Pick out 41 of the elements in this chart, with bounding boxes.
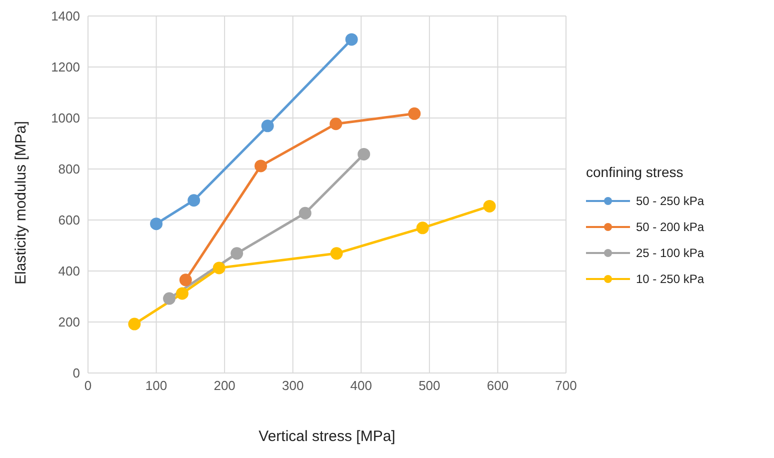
y-tick-label: 1000 xyxy=(51,110,80,126)
x-tick-label: 600 xyxy=(486,378,509,394)
legend-title: confining stress xyxy=(586,164,684,180)
point xyxy=(298,206,312,220)
x-tick-label: 500 xyxy=(418,378,440,394)
y-tick-label: 0 xyxy=(72,366,80,381)
point xyxy=(483,200,496,212)
point xyxy=(212,262,226,274)
point xyxy=(416,222,429,234)
point xyxy=(176,287,188,300)
y-tick-label: 400 xyxy=(58,264,80,279)
point xyxy=(150,218,163,230)
legend-label: 10 - 250 kPa xyxy=(636,272,704,286)
point xyxy=(188,194,200,207)
point xyxy=(230,247,244,260)
y-tick-label: 800 xyxy=(58,162,80,177)
x-tick-label: 400 xyxy=(350,378,372,394)
point xyxy=(254,160,268,172)
point xyxy=(179,274,192,286)
legend-label: 50 - 200 kPa xyxy=(636,220,704,234)
y-tick-label: 200 xyxy=(58,314,80,330)
point xyxy=(330,118,342,130)
x-tick-label: 200 xyxy=(214,378,236,394)
x-tick-label: 700 xyxy=(555,378,577,394)
legend-label: 50 - 250 kPa xyxy=(636,194,704,208)
point xyxy=(330,247,343,260)
x-tick-label: 300 xyxy=(282,378,304,394)
point xyxy=(261,120,274,132)
point xyxy=(128,318,141,330)
point xyxy=(358,148,370,160)
y-axis-title: Elasticity modulus [MPa] xyxy=(12,121,30,284)
y-tick-label: 1200 xyxy=(51,60,80,75)
point xyxy=(163,292,176,305)
x-tick-label: 0 xyxy=(84,378,92,394)
x-tick-label: 100 xyxy=(145,378,168,394)
y-tick-label: 600 xyxy=(58,212,80,228)
legend-label: 25 - 100 kPa xyxy=(636,246,704,260)
point xyxy=(408,107,421,120)
y-tick-label: 1400 xyxy=(51,8,80,24)
point xyxy=(345,33,358,46)
x-axis-title: Vertical stress [MPa] xyxy=(258,428,396,445)
